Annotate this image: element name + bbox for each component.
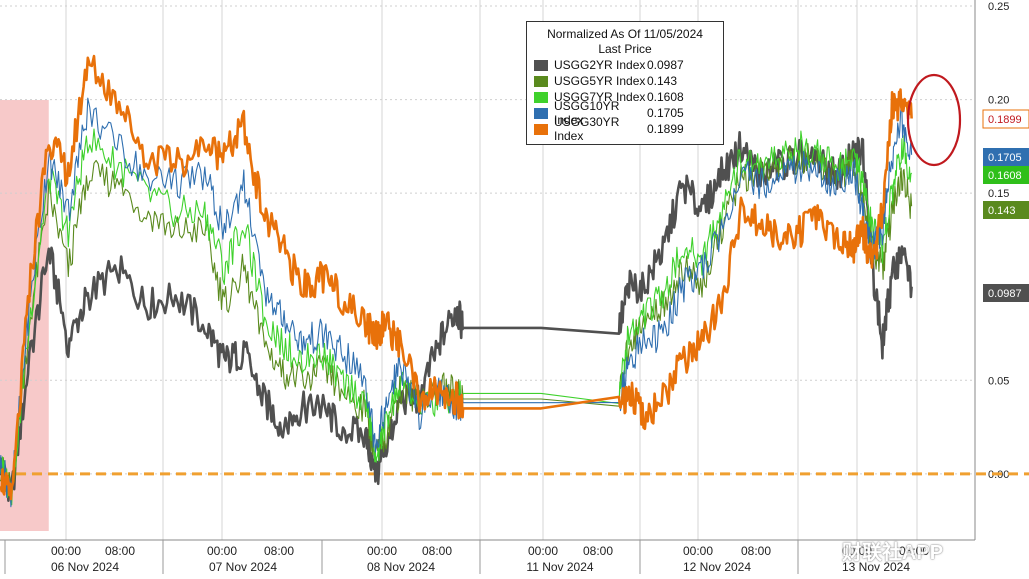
series-line-usgg10yr	[0, 97, 913, 508]
legend-label-30yr: USGG30YR Index	[554, 115, 620, 143]
last-value-tag	[983, 148, 1029, 166]
x-time-label: 00:00	[842, 544, 872, 558]
last-value-tag	[983, 284, 1029, 302]
chart-subtitle: Last Price	[598, 42, 652, 56]
last-value-label: 0.1608	[988, 170, 1022, 182]
legend-swatch-30yr	[534, 123, 548, 135]
last-value-label: 0.143	[988, 205, 1016, 217]
x-time-label: 08:00	[264, 544, 294, 558]
x-day-label: 07 Nov 2024	[209, 560, 277, 574]
legend-value-5yr: 0.143	[647, 74, 678, 88]
x-day-label: 12 Nov 2024	[683, 560, 751, 574]
legend-item-10yr: USGG10YR Index 0.1705	[527, 99, 723, 127]
y-tick-label: 0.15	[988, 188, 1009, 200]
y-tick-label: 0.20	[988, 95, 1009, 107]
legend-item-5yr: USGG5YR Index 0.143	[527, 73, 723, 89]
x-time-label: 00:00	[528, 544, 558, 558]
last-value-label: 0.1899	[988, 114, 1022, 126]
watermark: 财联社APP	[842, 542, 944, 564]
y-tick-label: 0.25	[988, 1, 1009, 13]
legend-value-30yr: 0.1899	[647, 122, 684, 136]
last-value-tag	[983, 201, 1029, 219]
series-line-usgg30yr	[0, 54, 913, 501]
legend-item-30yr: USGG30YR Index 0.1899	[527, 115, 723, 143]
x-day-label: 13 Nov 2024	[842, 560, 910, 574]
last-value-tag	[983, 166, 1029, 184]
last-value-tag	[982, 109, 1029, 129]
series-line-usgg2yr	[0, 131, 913, 503]
x-time-label: 08:00	[583, 544, 613, 558]
x-day-label: 11 Nov 2024	[526, 560, 593, 574]
x-time-label: 00:00	[367, 544, 397, 558]
x-time-label: 08:00	[422, 544, 452, 558]
legend-swatch-5yr	[534, 75, 548, 87]
legend-swatch-10yr	[534, 107, 548, 119]
legend-label-7yr: USGG7YR Index	[554, 90, 646, 104]
legend-label-10yr: USGG10YR Index	[554, 99, 620, 127]
highlight-circle	[906, 73, 962, 167]
shaded-region	[0, 100, 49, 531]
x-day-label: 06 Nov 2024	[51, 560, 119, 574]
legend-item-7yr: USGG7YR Index 0.1608	[527, 89, 723, 105]
last-value-label: 0.0987	[988, 288, 1022, 300]
legend-value-7yr: 0.1608	[647, 90, 684, 104]
x-time-label: 08:00	[899, 544, 929, 558]
y-tick-label: 0.05	[988, 375, 1009, 387]
x-time-label: 00:00	[683, 544, 713, 558]
legend-item-2yr: USGG2YR Index 0.0987	[527, 57, 723, 73]
x-time-label: 08:00	[741, 544, 771, 558]
legend-swatch-2yr	[534, 59, 548, 71]
last-value-label: 0.1705	[988, 152, 1022, 164]
x-time-label: 00:00	[207, 544, 237, 558]
x-time-label: 08:00	[105, 544, 135, 558]
legend: Normalized As Of 11/05/2024 Last Price U…	[526, 21, 724, 145]
legend-label-2yr: USGG2YR Index	[554, 58, 646, 72]
legend-value-10yr: 0.1705	[647, 106, 684, 120]
legend-value-2yr: 0.0987	[647, 58, 684, 72]
legend-swatch-7yr	[534, 91, 548, 103]
legend-label-5yr: USGG5YR Index	[554, 74, 646, 88]
chart-title: Normalized As Of 11/05/2024	[547, 27, 703, 41]
x-day-label: 08 Nov 2024	[367, 560, 435, 574]
x-time-label: 00:00	[51, 544, 81, 558]
